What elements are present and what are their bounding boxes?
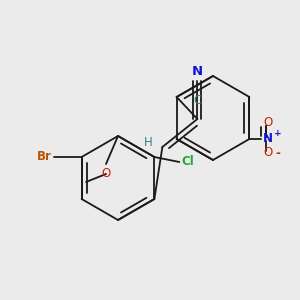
Text: -: - xyxy=(275,146,280,160)
Text: +: + xyxy=(274,130,282,139)
Text: H: H xyxy=(144,136,153,149)
Text: N: N xyxy=(192,65,203,78)
Text: O: O xyxy=(101,167,111,180)
Text: Br: Br xyxy=(37,151,52,164)
Text: Cl: Cl xyxy=(182,155,194,169)
Text: O: O xyxy=(263,146,273,160)
Text: N: N xyxy=(263,133,273,146)
Text: C: C xyxy=(193,94,202,106)
Text: O: O xyxy=(263,116,273,130)
